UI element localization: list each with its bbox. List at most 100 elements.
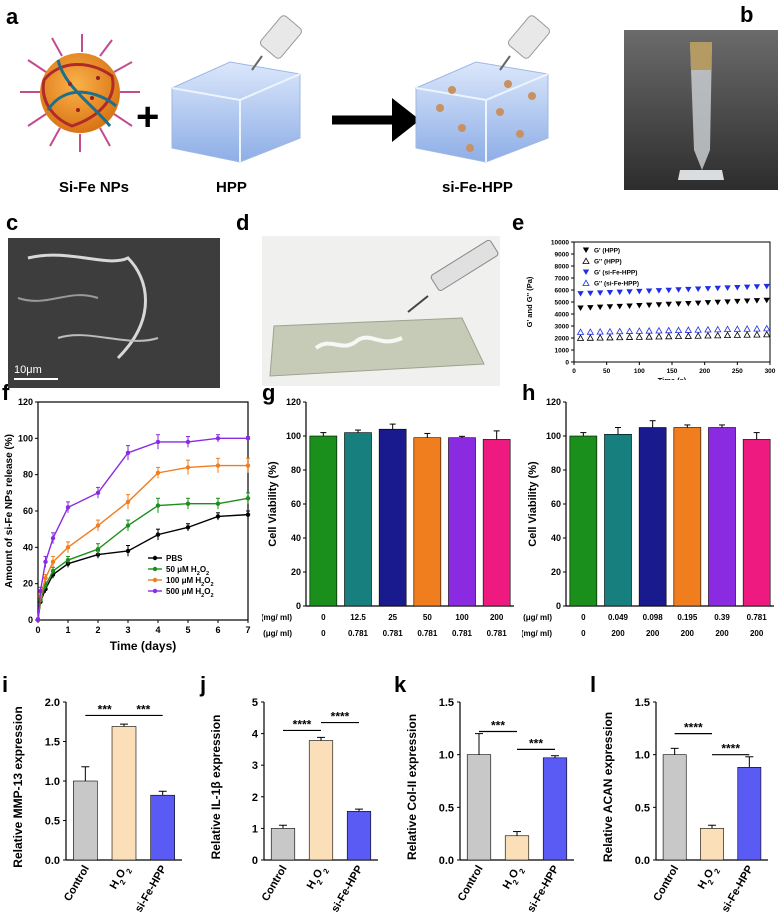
data-point xyxy=(743,284,751,291)
data-point xyxy=(704,331,712,339)
y-tick-label: 100 xyxy=(286,431,301,441)
x-tick-label: 1 xyxy=(65,625,70,635)
bar xyxy=(737,767,762,861)
row2-value: 200 xyxy=(715,629,729,638)
panel-label-k: k xyxy=(394,672,407,697)
label-sife-nps: Si-Fe NPs xyxy=(59,179,129,196)
y-tick-label: 60 xyxy=(23,506,33,516)
data-point xyxy=(724,299,731,305)
y-tick-label: 0.0 xyxy=(635,855,650,867)
row2-value: 200 xyxy=(646,629,660,638)
data-point xyxy=(616,333,624,341)
data-point xyxy=(616,303,623,310)
category-label: si-Fe-HPP xyxy=(720,864,756,915)
data-point xyxy=(215,514,221,519)
row2-label: HPP (mg/ ml) xyxy=(522,629,552,638)
label-hpp: HPP xyxy=(216,179,247,196)
y-tick-label: 8000 xyxy=(555,264,570,271)
data-point xyxy=(674,332,683,340)
data-point xyxy=(675,287,682,293)
data-point xyxy=(714,285,721,292)
row2-value: 0 xyxy=(581,629,586,638)
chart-i: 0.0 0.5 1.0 1.5 2.0 Relative MMP-13 expressio… xyxy=(11,697,182,915)
row2-value: 0 xyxy=(321,629,326,638)
data-point xyxy=(645,288,653,294)
significance-label: *** xyxy=(98,702,112,716)
data-point xyxy=(215,436,221,441)
x-tick-label: 0 xyxy=(35,625,40,635)
bar xyxy=(504,835,530,861)
data-point xyxy=(675,301,682,307)
panel-label-j: j xyxy=(200,672,207,697)
scalebar-label: 10μm xyxy=(14,364,42,376)
data-point xyxy=(763,297,770,304)
bar xyxy=(482,439,511,607)
data-point xyxy=(753,284,761,290)
bar xyxy=(344,432,372,607)
bar xyxy=(466,754,492,861)
data-point xyxy=(723,325,732,333)
data-point xyxy=(215,501,221,506)
x-tick-label: 0 xyxy=(572,368,576,375)
data-point xyxy=(185,501,191,506)
data-point xyxy=(65,505,71,510)
data-point xyxy=(636,303,643,309)
y-tick-label: 20 xyxy=(23,579,33,589)
y-tick-label: 80 xyxy=(551,465,561,475)
data-point xyxy=(606,304,614,310)
chart-g: 0 20 40 60 80 100 120 Cell Viability (%) 0 0 12.5 0… xyxy=(262,397,514,638)
y-tick-label: 40 xyxy=(291,533,301,543)
panel-label-b: b xyxy=(740,2,754,27)
y-tick-label: 1000 xyxy=(555,348,570,355)
y-tick-label: 100 xyxy=(546,431,561,441)
panel-label-e: e xyxy=(512,210,525,235)
legend-label: 100 μM H2O2 xyxy=(166,576,214,588)
data-point xyxy=(704,286,712,292)
y-tick-label: 1.5 xyxy=(635,697,650,709)
y-tick-label: 1.5 xyxy=(439,697,454,709)
row1-value: 0.049 xyxy=(608,613,629,622)
data-point xyxy=(95,523,101,528)
y-tick-label: 0.5 xyxy=(635,802,650,814)
y-tick-label: 1.0 xyxy=(45,776,60,788)
panel-label-h: h xyxy=(522,380,536,405)
data-point xyxy=(625,327,634,334)
category-label: Control xyxy=(260,864,290,904)
legend-marker xyxy=(152,566,158,572)
legend-label: G' (si-Fe-HPP) xyxy=(594,270,637,277)
data-point xyxy=(596,290,604,296)
y-tick-label: 0 xyxy=(252,855,258,867)
data-point xyxy=(38,588,43,594)
data-point xyxy=(655,302,663,308)
row1-value: 100 xyxy=(455,613,469,622)
data-point xyxy=(684,332,693,339)
legend-label: PBS xyxy=(166,554,183,563)
y-axis-label: Relative Col-II expression xyxy=(405,714,419,860)
data-point xyxy=(35,617,41,623)
data-point xyxy=(245,463,251,468)
y-tick-label: 1.0 xyxy=(635,750,650,762)
y-tick-label: 2 xyxy=(252,792,258,804)
y-tick-label: 120 xyxy=(546,397,561,407)
data-point xyxy=(743,298,751,305)
y-tick-label: 2.0 xyxy=(45,697,60,709)
sem-image: 10μm xyxy=(8,238,220,388)
row1-value: 12.5 xyxy=(350,613,366,622)
row1-value: 0.195 xyxy=(677,613,698,622)
legend-marker xyxy=(582,279,590,286)
y-tick-label: 1 xyxy=(252,823,258,835)
panel-label-g: g xyxy=(262,380,276,405)
significance-label: **** xyxy=(293,717,312,731)
data-point xyxy=(626,303,633,309)
data-point xyxy=(734,298,741,305)
row1-value: 25 xyxy=(388,613,397,622)
data-point xyxy=(763,283,770,290)
data-point xyxy=(50,536,56,541)
legend-label: 500 μM H2O2 xyxy=(166,587,214,599)
y-tick-label: 120 xyxy=(18,397,33,407)
chart-k: 0.0 0.5 1.0 1.5 Relative Col-II expression Co… xyxy=(405,697,574,915)
y-axis-label: Relative ACAN expression xyxy=(601,712,615,862)
data-point xyxy=(95,546,101,552)
panel-label-i: i xyxy=(2,672,9,697)
data-point xyxy=(125,499,131,505)
